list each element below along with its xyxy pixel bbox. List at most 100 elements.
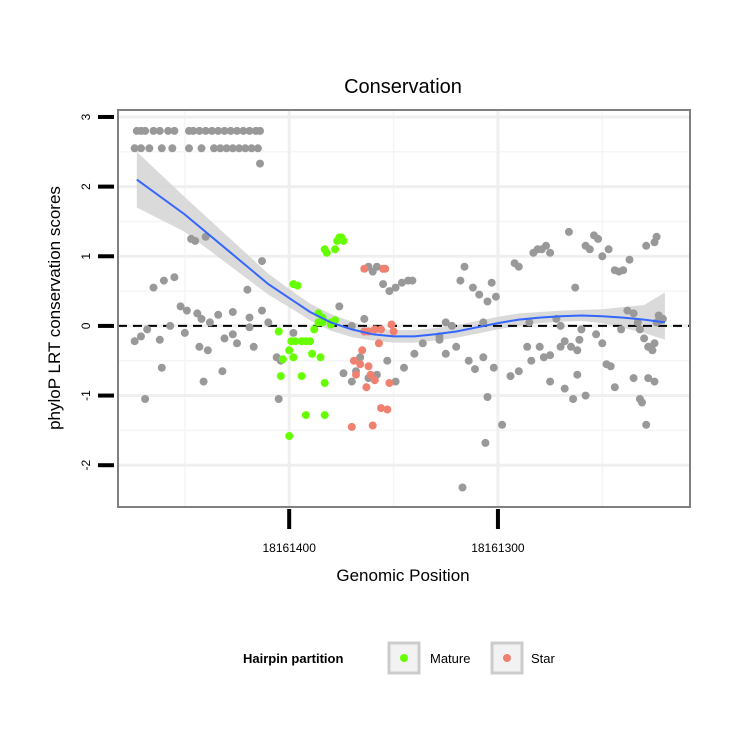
point-other bbox=[635, 325, 644, 334]
point-other bbox=[606, 362, 615, 371]
point-other bbox=[226, 126, 235, 135]
point-star bbox=[387, 320, 396, 329]
point-other bbox=[573, 346, 582, 355]
y-tick-label: 0 bbox=[79, 322, 93, 329]
point-other bbox=[481, 438, 490, 447]
point-other bbox=[408, 276, 417, 285]
point-other bbox=[216, 144, 225, 153]
point-star bbox=[364, 362, 373, 371]
point-mature bbox=[306, 337, 315, 346]
point-other bbox=[564, 227, 573, 236]
point-other bbox=[650, 377, 659, 386]
point-other bbox=[448, 321, 456, 330]
point-star bbox=[362, 383, 371, 392]
point-other bbox=[245, 126, 254, 135]
point-star bbox=[377, 325, 385, 334]
point-other bbox=[220, 334, 229, 343]
point-mature bbox=[318, 318, 327, 327]
point-other bbox=[539, 353, 548, 362]
point-other bbox=[180, 328, 189, 337]
point-mature bbox=[274, 327, 283, 336]
point-other bbox=[560, 384, 569, 393]
point-other bbox=[644, 374, 653, 383]
point-other bbox=[335, 302, 344, 311]
point-other bbox=[347, 377, 356, 386]
point-other bbox=[207, 126, 216, 135]
point-other bbox=[525, 318, 534, 327]
confidence-band bbox=[136, 151, 665, 343]
point-other bbox=[218, 367, 227, 376]
point-other bbox=[567, 342, 575, 351]
y-tick-label: 2 bbox=[79, 183, 93, 190]
point-other bbox=[592, 330, 601, 339]
point-star bbox=[370, 325, 379, 334]
point-star bbox=[374, 339, 383, 348]
point-other bbox=[464, 356, 473, 365]
point-other bbox=[360, 314, 369, 323]
point-other bbox=[514, 262, 523, 271]
point-other bbox=[201, 126, 210, 135]
point-other bbox=[220, 126, 229, 135]
point-mature bbox=[301, 411, 310, 420]
point-other bbox=[141, 395, 150, 403]
point-other bbox=[168, 144, 177, 153]
smooth-line bbox=[136, 178, 666, 338]
point-other bbox=[189, 126, 198, 135]
point-other bbox=[264, 318, 273, 327]
point-other bbox=[141, 126, 150, 135]
legend-label-star: Star bbox=[531, 651, 556, 666]
point-other bbox=[640, 334, 649, 343]
point-mature bbox=[316, 353, 325, 362]
point-other bbox=[435, 335, 444, 344]
point-other bbox=[571, 283, 580, 292]
point-star bbox=[389, 327, 398, 336]
point-other bbox=[629, 374, 638, 383]
chart-title: Conservation bbox=[344, 76, 462, 98]
point-other bbox=[149, 126, 158, 135]
point-other bbox=[130, 337, 139, 346]
point-other bbox=[610, 383, 619, 392]
point-other bbox=[197, 314, 206, 323]
point-other bbox=[182, 306, 191, 315]
point-mature bbox=[285, 346, 294, 355]
point-other bbox=[228, 330, 237, 339]
point-mature bbox=[278, 355, 287, 364]
plot-panel bbox=[117, 109, 691, 508]
point-other bbox=[456, 276, 465, 285]
point-other bbox=[383, 356, 392, 365]
point-other bbox=[487, 278, 496, 287]
point-other bbox=[471, 365, 479, 374]
point-other bbox=[577, 325, 586, 334]
point-other bbox=[638, 398, 646, 407]
point-other bbox=[203, 346, 212, 355]
point-other bbox=[604, 245, 613, 254]
point-other bbox=[598, 339, 607, 348]
point-mature bbox=[322, 248, 331, 257]
point-other bbox=[560, 337, 569, 346]
point-other bbox=[256, 159, 264, 168]
point-other bbox=[166, 321, 175, 330]
point-other bbox=[256, 126, 264, 135]
y-tick-label: -2 bbox=[79, 460, 93, 471]
point-other bbox=[648, 346, 657, 355]
point-star bbox=[347, 422, 356, 431]
legend-label-mature: Mature bbox=[430, 651, 470, 666]
legend: Hairpin partition Mature Star bbox=[243, 641, 556, 675]
point-other bbox=[468, 283, 477, 292]
point-other bbox=[527, 356, 536, 365]
point-other bbox=[243, 285, 252, 294]
legend-swatch-mature bbox=[400, 654, 408, 662]
point-other bbox=[253, 144, 262, 153]
point-other bbox=[542, 241, 550, 250]
point-star bbox=[370, 376, 379, 385]
point-other bbox=[479, 318, 488, 327]
point-other bbox=[157, 363, 166, 372]
point-other bbox=[483, 297, 492, 306]
point-other bbox=[535, 342, 544, 351]
point-other bbox=[397, 278, 406, 287]
point-other bbox=[385, 287, 394, 296]
y-tick-label: 1 bbox=[79, 253, 93, 260]
point-other bbox=[581, 391, 590, 400]
point-other bbox=[569, 395, 578, 403]
point-other bbox=[130, 144, 139, 153]
